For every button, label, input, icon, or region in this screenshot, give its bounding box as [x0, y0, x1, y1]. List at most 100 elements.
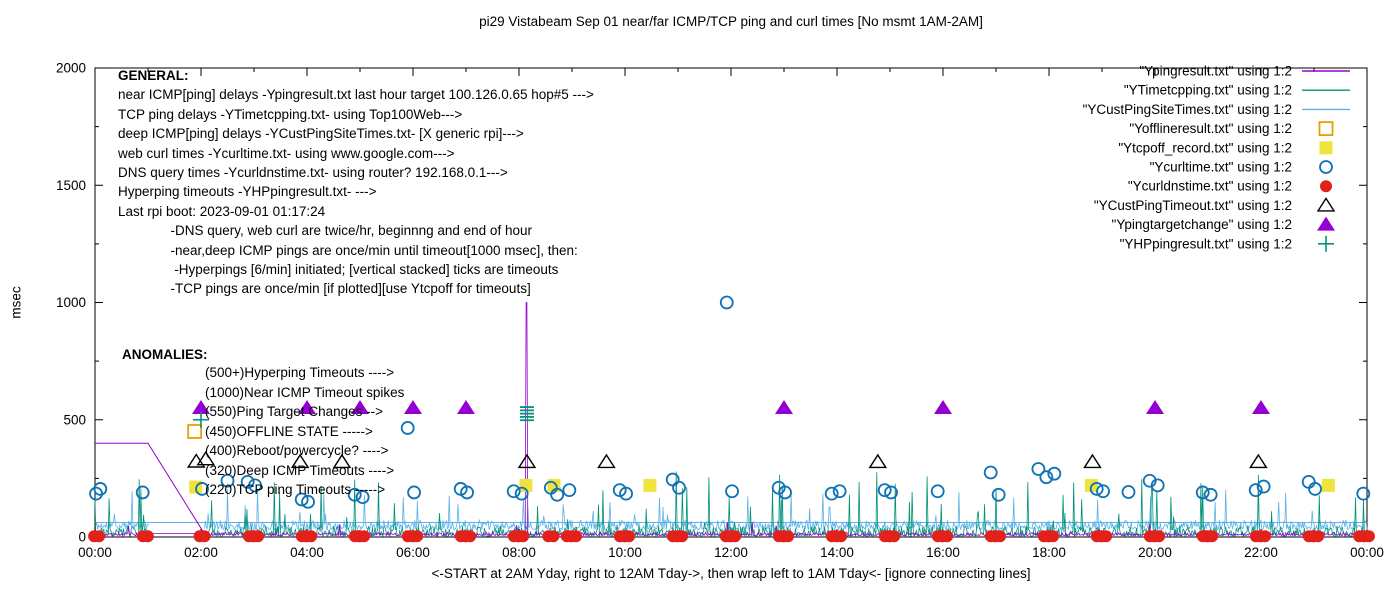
legend-label: "YHPpingresult.txt" using 1:2 — [1120, 236, 1292, 251]
marker-ping-target-change — [775, 400, 793, 415]
marker-web-curl — [991, 487, 1006, 502]
marker-dns-query — [729, 530, 742, 543]
marker-web-curl — [1150, 478, 1165, 493]
anomaly-note-line: (450)OFFLINE STATE -----> — [205, 423, 373, 439]
marker-web-curl — [1031, 462, 1046, 476]
marker-web-curl — [1248, 483, 1263, 498]
y-tick-label: 500 — [63, 412, 86, 427]
marker-dns-query — [888, 530, 901, 543]
marker-web-curl — [562, 483, 577, 498]
marker-dns-query — [464, 530, 477, 543]
marker-dns-query — [782, 530, 795, 543]
x-tick-label: 22:00 — [1244, 545, 1278, 560]
marker-web-curl — [135, 485, 150, 500]
marker-dns-query — [676, 530, 689, 543]
marker-deep-icmp-timeout — [290, 453, 310, 469]
marker-web-curl — [778, 485, 792, 500]
marker-web-curl — [1195, 485, 1210, 500]
legend-label: "Ypingresult.txt" using 1:2 — [1139, 64, 1292, 79]
marker-web-curl — [93, 482, 108, 496]
marker-web-curl — [550, 487, 565, 502]
legend-label: "Ypingtargetchange" using 1:2 — [1112, 217, 1292, 232]
wrap-line-Ypingresult.txt — [95, 442, 206, 535]
marker-deep-icmp-timeout — [597, 453, 616, 469]
general-note-line: GENERAL: — [118, 68, 189, 83]
legend-label: "YCustPingTimeout.txt" using 1:2 — [1094, 198, 1292, 213]
general-note-line: -Hyperpings [6/min] initiated; [vertical… — [118, 262, 559, 278]
marker-ping-target-change — [1252, 400, 1270, 415]
marker-dns-query — [1153, 530, 1166, 543]
x-tick-label: 10:00 — [608, 545, 642, 560]
legend-label: "YTimetcpping.txt" using 1:2 — [1124, 83, 1292, 98]
general-note-line: DNS query times -Ycurldnstime.txt- using… — [118, 165, 508, 181]
legend-sample-square-fill — [1319, 141, 1333, 155]
chart-title: pi29 Vistabeam Sep 01 near/far ICMP/TCP … — [479, 14, 983, 29]
y-tick-label: 0 — [78, 530, 86, 545]
marker-web-curl — [1308, 482, 1322, 496]
marker-dns-query — [358, 530, 371, 543]
anomalies-list: (500+)Hyperping Timeouts ----> (1000)Near… — [205, 363, 404, 500]
marker-dns-query — [623, 530, 636, 543]
x-tick-label: 16:00 — [926, 545, 960, 560]
marker-web-curl — [514, 486, 529, 501]
general-note-line: Hyperping timeouts -YHPpingresult.txt- -… — [118, 184, 377, 200]
anomaly-note-line: (550)Ping Target Changes --> — [205, 404, 383, 419]
marker-ping-target-change — [298, 400, 316, 415]
marker-dns-query — [198, 530, 211, 543]
marker-web-curl — [355, 490, 370, 505]
x-tick-label: 00:00 — [78, 545, 112, 560]
marker-deep-icmp-timeout — [196, 450, 216, 466]
legend-label: "Ycurltime.txt" using 1:2 — [1150, 160, 1292, 175]
marker-ping-target-change — [934, 400, 952, 415]
marker-dns-query — [252, 530, 265, 543]
marker-web-curl — [832, 484, 847, 499]
marker-dns-query — [517, 530, 530, 543]
marker-dns-query — [93, 530, 106, 543]
marker-web-curl — [719, 295, 734, 310]
general-notes-block: GENERAL: near ICMP[ping] delays -Ypingres… — [118, 66, 594, 299]
x-tick-label: 06:00 — [396, 545, 430, 560]
marker-web-curl — [672, 480, 686, 495]
marker-web-curl — [1203, 487, 1218, 502]
marker-web-curl — [195, 482, 209, 496]
series-YTimetcpping.txt — [94, 479, 150, 538]
marker-dns-query — [1206, 530, 1219, 543]
marker-web-curl — [1096, 484, 1110, 499]
marker-web-curl — [824, 486, 839, 501]
marker-dns-query — [1312, 530, 1325, 543]
marker-dns-query — [994, 530, 1007, 543]
x-tick-label: 20:00 — [1138, 545, 1172, 560]
marker-web-curl — [665, 472, 680, 487]
general-note-line: -DNS query, web curl are twice/hr, begin… — [118, 223, 532, 239]
marker-dns-query — [1259, 530, 1272, 543]
anomaly-note-line: (400)Reboot/powercycle? ----> — [205, 443, 389, 458]
x-tick-label: 18:00 — [1032, 545, 1066, 560]
marker-web-curl — [884, 485, 898, 500]
marker-dns-query — [141, 530, 154, 543]
marker-deep-icmp-timeout — [332, 453, 352, 469]
general-note-line: -near,deep ICMP pings are once/min until… — [118, 242, 578, 258]
marker-web-curl — [1039, 470, 1054, 485]
marker-web-curl — [400, 421, 415, 435]
marker-tcp-ping-timeout — [519, 478, 533, 492]
marker-web-curl — [1256, 479, 1271, 494]
anomaly-note-line: (500+)Hyperping Timeouts ----> — [205, 365, 395, 380]
marker-deep-icmp-timeout — [517, 453, 537, 469]
x-axis-label: <-START at 2AM Yday, right to 12AM Tday-… — [431, 566, 1031, 581]
anomaly-note-line: (1000)Near ICMP Timeout spikes — [205, 384, 405, 400]
legend-label: "Yofflineresult.txt" using 1:2 — [1129, 121, 1292, 136]
marker-web-curl — [1356, 486, 1371, 501]
marker-web-curl — [1047, 466, 1062, 481]
x-tick-label: 00:00 — [1350, 545, 1384, 560]
general-note-line: Last rpi boot: 2023-09-01 01:17:24 — [118, 203, 326, 219]
marker-dns-query — [411, 530, 424, 543]
y-tick-label: 2000 — [56, 61, 86, 76]
anomalies-header: ANOMALIES: — [122, 347, 208, 362]
marker-offline-state — [187, 424, 203, 439]
marker-ping-target-change — [192, 400, 210, 415]
legend-label: "Ytcpoff_record.txt" using 1:2 — [1118, 140, 1292, 155]
legend-sample-triangle-fill — [1317, 216, 1335, 231]
marker-deep-icmp-timeout — [1083, 453, 1102, 469]
marker-web-curl — [619, 486, 633, 501]
